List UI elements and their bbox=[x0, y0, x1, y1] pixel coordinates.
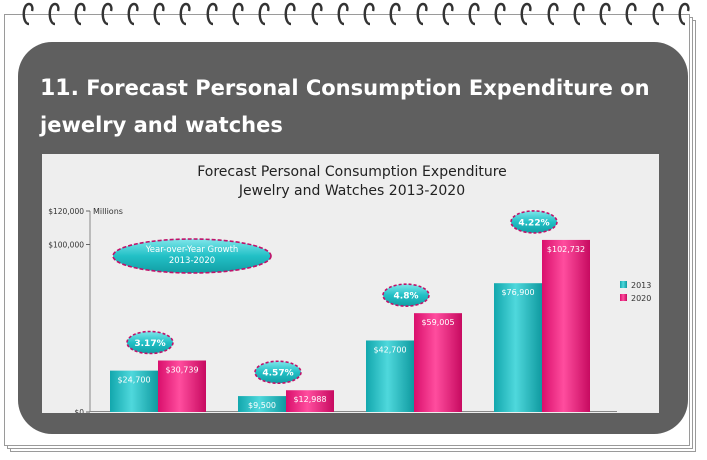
spiral-ring bbox=[22, 2, 34, 26]
bar-2013-3 bbox=[366, 340, 414, 412]
bar-2013-4 bbox=[494, 283, 542, 412]
growth-legend-bubble bbox=[112, 238, 272, 274]
growth-label: 4.22% bbox=[518, 218, 549, 228]
y-tick-label: $120,000 bbox=[48, 207, 84, 216]
spiral-ring bbox=[101, 2, 113, 26]
bar-2020-1 bbox=[158, 360, 206, 412]
spiral-ring bbox=[652, 2, 664, 26]
y-tick-label: $0 bbox=[74, 408, 84, 413]
spiral-ring bbox=[573, 2, 585, 26]
spiral-ring bbox=[442, 2, 454, 26]
spiral-ring bbox=[468, 2, 480, 26]
spiral-ring bbox=[599, 2, 611, 26]
bar-2013-2 bbox=[238, 396, 286, 412]
spiral-ring bbox=[232, 2, 244, 26]
bar-value-label: $76,900 bbox=[501, 288, 534, 297]
bar-value-label: $9,500 bbox=[248, 401, 276, 410]
spiral-ring bbox=[363, 2, 375, 26]
growth-bubble bbox=[510, 210, 558, 234]
page-title: Forecast Personal Consumption Expenditur… bbox=[40, 76, 650, 137]
spiral-ring bbox=[48, 2, 60, 26]
bar-value-label: $59,005 bbox=[421, 318, 454, 327]
spiral-ring bbox=[179, 2, 191, 26]
spiral-ring bbox=[75, 2, 87, 26]
expenditure-chart: Forecast Personal Consumption Expenditur… bbox=[48, 164, 651, 413]
spiral-ring bbox=[337, 2, 349, 26]
growth-legend-text: Year-over-Year Growth bbox=[145, 245, 239, 255]
spiral-ring bbox=[521, 2, 533, 26]
unit-label: Millions bbox=[93, 207, 123, 216]
chart-panel: Forecast Personal Consumption Expenditur… bbox=[42, 154, 659, 413]
growth-label: 4.57% bbox=[262, 369, 293, 379]
bar-2020-2 bbox=[286, 390, 334, 412]
bar-2013-1 bbox=[110, 370, 158, 412]
growth-bubble bbox=[382, 283, 430, 307]
growth-bubble bbox=[254, 360, 302, 385]
spiral-binding bbox=[20, 2, 690, 28]
bar-value-label: $102,732 bbox=[547, 245, 585, 254]
spiral-ring bbox=[547, 2, 559, 26]
bar-value-label: $42,700 bbox=[373, 345, 406, 354]
growth-label: 3.17% bbox=[134, 339, 165, 349]
bar-2020-4 bbox=[542, 239, 590, 412]
spiral-ring bbox=[206, 2, 218, 26]
spiral-ring bbox=[416, 2, 428, 26]
bar-value-label: $24,700 bbox=[117, 376, 150, 385]
spiral-ring bbox=[258, 2, 270, 26]
spiral-ring bbox=[625, 2, 637, 26]
y-tick-label: $100,000 bbox=[48, 241, 84, 250]
spiral-ring bbox=[284, 2, 296, 26]
legend-label-2013: 2013 bbox=[631, 281, 651, 290]
legend-swatch-2020 bbox=[620, 294, 627, 301]
spiral-ring bbox=[389, 2, 401, 26]
spiral-ring bbox=[311, 2, 323, 26]
growth-bubble bbox=[126, 330, 174, 355]
growth-legend-text: 2013-2020 bbox=[169, 256, 215, 266]
spiral-ring bbox=[494, 2, 506, 26]
spiral-ring bbox=[678, 2, 690, 26]
legend-swatch-2013 bbox=[620, 281, 627, 288]
legend-label-2020: 2020 bbox=[631, 294, 651, 303]
page-heading: 11. Forecast Personal Consumption Expend… bbox=[40, 70, 670, 144]
chart-title-line: Jewelry and Watches 2013-2020 bbox=[238, 183, 465, 199]
growth-label: 4.8% bbox=[394, 292, 419, 302]
bar-value-label: $30,739 bbox=[165, 366, 198, 375]
bar-2020-3 bbox=[414, 313, 462, 412]
bar-value-label: $12,988 bbox=[293, 395, 326, 404]
spiral-ring bbox=[127, 2, 139, 26]
page-number: 11. bbox=[40, 76, 79, 101]
spiral-ring bbox=[153, 2, 165, 26]
chart-title-line: Forecast Personal Consumption Expenditur… bbox=[197, 164, 507, 180]
